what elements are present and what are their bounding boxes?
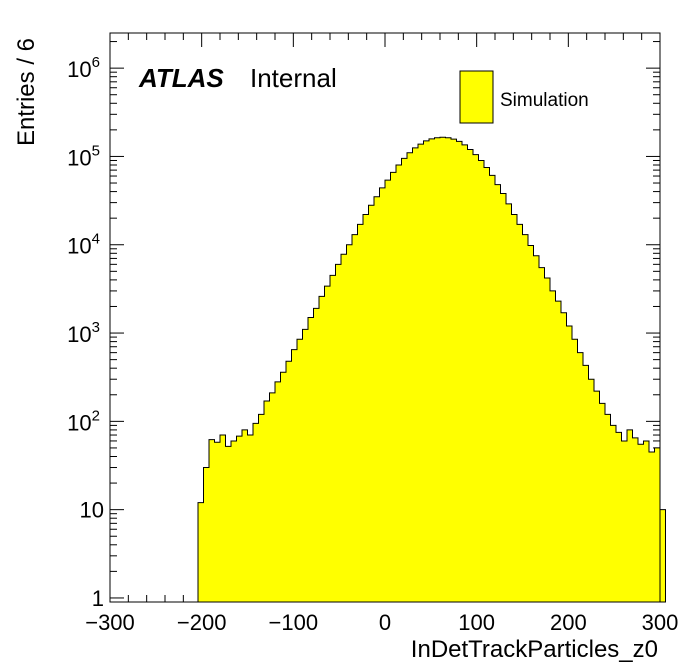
atlas-label-status: Internal [250,63,337,93]
plot-frame [109,32,661,603]
x-tick-label: 300 [642,610,679,635]
atlas-label: ATLAS Internal [138,63,337,93]
histogram-area [197,136,666,603]
x-tick-label: −100 [269,610,319,635]
x-tick-label: 200 [550,610,587,635]
y-tick-label: 102 [67,407,100,435]
y-tick-label: 1 [92,586,104,611]
x-tick-label: 0 [379,610,391,635]
legend-swatch [459,70,494,124]
y-tick-label: 105 [67,142,100,170]
x-tick-label: 100 [458,610,495,635]
x-axis-label: InDetTrackParticles_z0 [411,636,658,663]
x-tick-label: −200 [177,610,227,635]
legend: Simulation [459,70,589,124]
y-tick-label: 10 [80,498,104,523]
atlas-label-bold: ATLAS [138,63,224,93]
x-tick-labels: −300 −200 −100 0 100 200 300 [85,610,678,635]
x-tick-label: −300 [85,610,135,635]
y-axis-label: Entries / 6 [13,38,40,146]
y-tick-label: 106 [67,54,100,82]
y-tick-label: 104 [67,231,100,259]
legend-label: Simulation [500,90,589,111]
y-tick-label: 103 [67,319,100,347]
y-tick-labels: 1 10 102 103 104 105 106 [67,54,104,611]
